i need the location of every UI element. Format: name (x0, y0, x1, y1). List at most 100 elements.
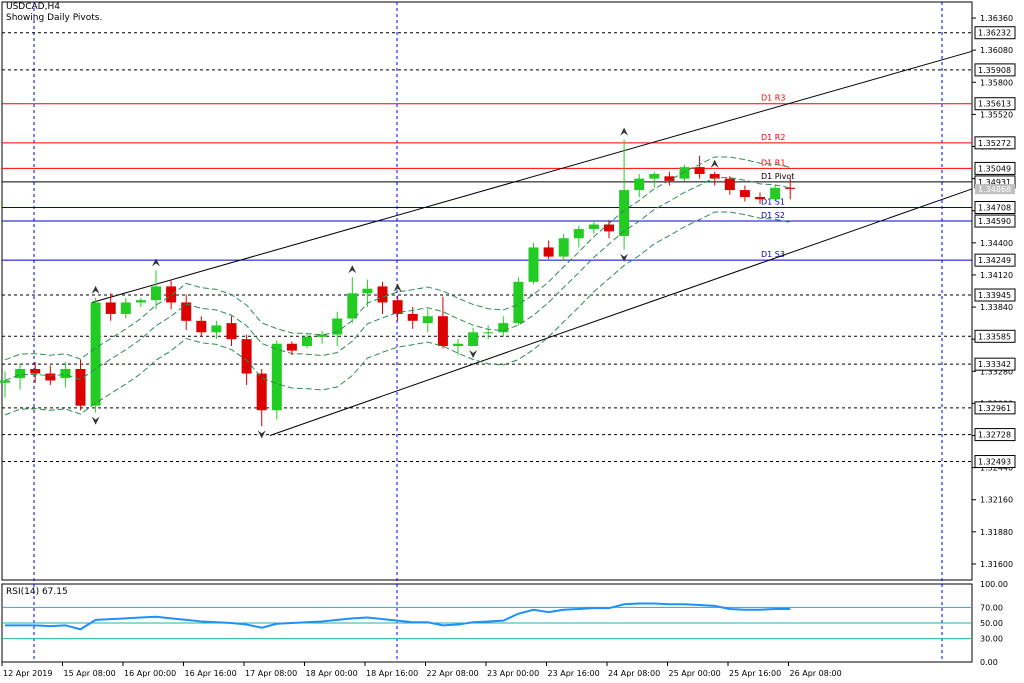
pivot-level-name: D1 Pivot (761, 172, 794, 181)
time-tick-label: 23 Apr 00:00 (487, 669, 539, 678)
price-tick-label: 1.33840 (980, 303, 1013, 312)
current-price-box (975, 184, 1015, 195)
price-tick-label: 1.36080 (980, 46, 1013, 55)
pivot-level-name: D1 R2 (761, 133, 785, 142)
time-tick-label: 26 Apr 08:00 (790, 669, 842, 678)
candle-body (422, 316, 433, 324)
pivot-level-name: D1 S3 (761, 250, 785, 259)
fractal-up-icon (152, 258, 160, 267)
price-tick-label: 1.32160 (980, 496, 1013, 505)
level-price-box (974, 357, 1016, 371)
rsi-line (5, 602, 791, 631)
fractal-down-icon (469, 350, 478, 359)
candle-body (739, 190, 750, 197)
candle-body (588, 224, 599, 230)
rsi-label: RSI(14) 67.15 (6, 587, 68, 597)
level-price-box (974, 401, 1016, 415)
level-price-box (974, 288, 1016, 302)
time-tick-label: 18 Apr 16:00 (366, 669, 418, 678)
pivot-level-name: D1 S2 (761, 211, 785, 220)
level-price-box (974, 428, 1016, 442)
fractal-down-icon (257, 430, 266, 439)
candle-body (528, 247, 539, 282)
level-price-label: 1.33342 (978, 360, 1011, 369)
candle-body (151, 286, 161, 301)
level-price-label: 1.36232 (978, 29, 1011, 38)
candle-body (256, 373, 267, 411)
level-price-label: 1.34708 (978, 204, 1011, 213)
time-tick-label: 17 Apr 08:00 (245, 669, 297, 678)
price-tick-label: 1.35520 (980, 110, 1013, 119)
price-tick-label: 1.34120 (980, 271, 1013, 280)
level-price-label: 1.35272 (978, 139, 1011, 148)
fractal-up-icon (710, 159, 719, 168)
candle-body (694, 167, 705, 175)
candle-body (196, 320, 207, 333)
level-price-label: 1.35908 (978, 66, 1011, 75)
envelope-lower (4, 211, 791, 416)
level-price-box (974, 201, 1016, 215)
candle-body (724, 178, 735, 191)
candle-body (770, 187, 781, 200)
fractal-up-icon (348, 265, 357, 274)
candle-body (558, 238, 569, 257)
candle-body (135, 300, 146, 303)
candle-body (377, 286, 388, 303)
candle-body (392, 300, 403, 314)
time-tick-label: 16 Apr 00:00 (124, 669, 176, 678)
price-tick-label: 1.32440 (980, 464, 1013, 473)
level-price-box (974, 97, 1016, 111)
level-price-box (974, 214, 1016, 228)
rsi-tick-label: 0.00 (980, 658, 998, 667)
time-tick-label: 25 Apr 00:00 (669, 669, 721, 678)
candle-body (679, 167, 690, 179)
channel-lower-line (269, 188, 973, 436)
candle-body (362, 288, 373, 294)
time-tick-label: 24 Apr 08:00 (608, 669, 660, 678)
fractal-up-icon (91, 285, 100, 294)
envelope-middle (4, 177, 791, 381)
candle-body (634, 178, 645, 191)
candle-body (437, 316, 448, 347)
candle-body (226, 323, 237, 340)
rsi-tick-label: 30.00 (980, 635, 1003, 644)
fractal-down-icon (91, 416, 100, 425)
pivot-level-name: D1 R3 (761, 94, 785, 103)
main-plot-frame (1, 1, 973, 581)
candle-body (453, 343, 463, 347)
rsi-tick-label: 70.00 (980, 603, 1003, 612)
candle-body (483, 332, 494, 334)
level-price-label: 1.34249 (978, 256, 1011, 265)
price-tick-label: 1.33280 (980, 367, 1013, 376)
candle-body (347, 293, 358, 319)
candle-body (468, 332, 479, 347)
level-price-box (974, 455, 1016, 469)
candle-body (286, 343, 297, 351)
level-price-label: 1.34590 (978, 217, 1011, 226)
level-price-box (974, 26, 1016, 40)
pivot-level-name: D1 S1 (761, 198, 785, 207)
candle-body (573, 229, 584, 239)
time-tick-label: 16 Apr 16:00 (185, 669, 237, 678)
level-price-label: 1.34931 (978, 178, 1011, 187)
rsi-tick-label: 50.00 (980, 619, 1003, 628)
time-tick-label: 15 Apr 08:00 (64, 669, 116, 678)
price-tick-label: 1.35800 (980, 78, 1013, 87)
chart-subtitle: Showing Daily Pivots. (6, 13, 103, 23)
level-price-label: 1.32728 (978, 431, 1011, 440)
level-price-box (974, 136, 1016, 150)
candle-body (15, 368, 26, 379)
candle-body (649, 174, 660, 179)
candle-body (664, 176, 675, 181)
candle-body (785, 187, 796, 189)
candle-body (90, 302, 101, 406)
fractal-down-icon (620, 253, 629, 262)
candle-body (619, 190, 630, 236)
current-price-label: 1.34868 (978, 185, 1011, 194)
level-price-box (974, 329, 1016, 343)
time-tick-label: 12 Apr 2019 (3, 669, 52, 678)
candle-body (407, 313, 418, 321)
candle-body (302, 336, 312, 347)
pivot-level-name: D1 R1 (761, 158, 785, 167)
